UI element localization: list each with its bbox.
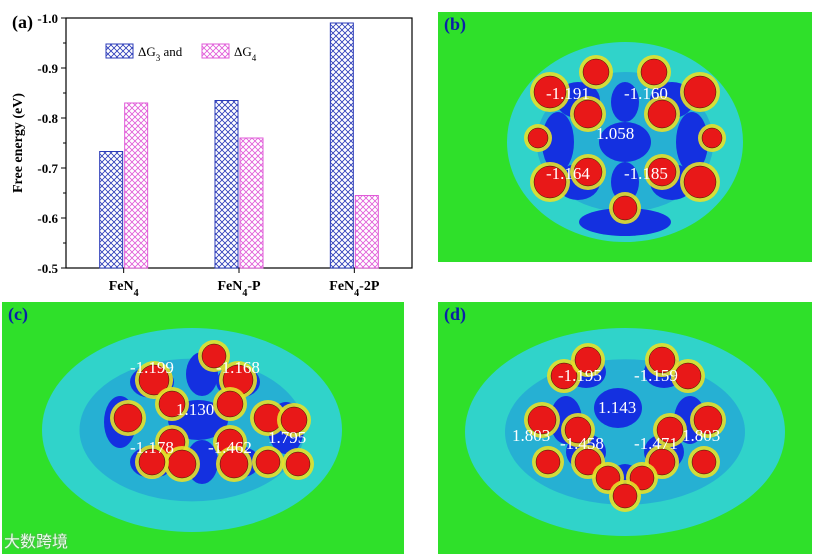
map-graphic xyxy=(42,328,342,532)
accumulation-lobe xyxy=(527,405,557,435)
charge-label: -1.191 xyxy=(546,84,590,103)
depletion-lobe xyxy=(611,82,639,122)
accumulation-lobe xyxy=(647,99,677,129)
y-tick-label: -0.5 xyxy=(37,261,58,276)
charge-label: 1.058 xyxy=(596,124,635,143)
map-graphic xyxy=(507,42,743,242)
charge-density-map-c: (c) -1.199 -1.168 1.130 -1.178 -1.462 1.795 xyxy=(2,302,404,554)
charge-label: -1.178 xyxy=(130,438,174,457)
accumulation-lobe xyxy=(573,99,603,129)
accumulation-lobe xyxy=(701,127,723,149)
accumulation-lobe xyxy=(691,449,717,475)
panel-b-label: (b) xyxy=(444,14,466,34)
bar-dg4 xyxy=(124,102,149,269)
charge-label: -1.185 xyxy=(624,164,668,183)
charge-label: 1.143 xyxy=(598,398,637,417)
panel-a-label: (a) xyxy=(12,12,33,32)
charge-label: -1.195 xyxy=(558,366,602,385)
map-graphic xyxy=(465,328,785,536)
accumulation-lobe xyxy=(216,390,244,418)
accumulation-lobe xyxy=(535,449,561,475)
accumulation-lobe xyxy=(647,157,677,187)
accumulation-lobe xyxy=(533,75,567,109)
bar-dg3 xyxy=(329,22,354,269)
accumulation-lobe xyxy=(527,127,549,149)
accumulation-lobe xyxy=(693,405,723,435)
accumulation-lobe xyxy=(573,157,603,187)
charge-label: -1.168 xyxy=(216,358,260,377)
charge-density-map-d: (d) -1.195 -1.159 1.143 1.803 -1.458 -1.471 1.8… xyxy=(438,302,812,554)
legend-swatch xyxy=(105,43,134,59)
depletion-lobe xyxy=(542,112,574,172)
accumulation-lobe xyxy=(683,75,717,109)
x-tick-label: FeN4 xyxy=(109,279,139,299)
accumulation-lobe xyxy=(201,343,227,369)
charge-label: -1.160 xyxy=(624,84,668,103)
accumulation-lobe xyxy=(158,390,186,418)
depletion-lobe xyxy=(611,162,639,202)
legend-label: ΔG4 xyxy=(234,44,257,63)
legend-swatch xyxy=(201,43,230,59)
accumulation-lobe xyxy=(656,416,684,444)
bar-dg3 xyxy=(99,151,124,269)
depletion-lobe xyxy=(599,122,651,162)
accumulation-lobe xyxy=(574,346,602,374)
charge-label: -1.462 xyxy=(208,438,252,457)
charge-label: -1.471 xyxy=(634,434,678,453)
bar-dg4 xyxy=(354,195,379,269)
charge-label: -1.159 xyxy=(634,366,678,385)
accumulation-lobe xyxy=(533,165,567,199)
accumulation-lobe xyxy=(219,449,249,479)
accumulation-lobe xyxy=(255,449,281,475)
charge-label: -1.458 xyxy=(560,434,604,453)
y-tick-label: -1.0 xyxy=(37,11,58,26)
accumulation-lobe xyxy=(582,58,610,86)
charge-label: 1.803 xyxy=(512,426,551,445)
y-axis-label: Free energy (eV) xyxy=(11,93,26,193)
charge-label: -1.199 xyxy=(130,358,174,377)
bar-chart: -1.0 -0.9 -0.8 -0.7 -0.6 -0.5 Free energy (eV)… xyxy=(11,11,413,299)
depletion-lobe xyxy=(594,388,642,428)
panel-d-label: (d) xyxy=(444,304,466,324)
bar-dg4 xyxy=(239,137,264,269)
x-tick-label: FeN4-2P xyxy=(329,279,380,299)
accumulation-lobe xyxy=(138,448,166,476)
accumulation-lobe xyxy=(550,362,578,390)
accumulation-lobe xyxy=(648,346,676,374)
accumulation-lobe xyxy=(683,165,717,199)
accumulation-lobe xyxy=(595,465,621,491)
depletion-lobe xyxy=(676,112,708,172)
y-tick-label: -0.8 xyxy=(37,111,58,126)
accumulation-lobe xyxy=(285,451,311,477)
accumulation-lobe xyxy=(574,448,602,476)
charge-density-map-b: (b) -1.191 -1.160 1.058 -1.164 -1.185 xyxy=(438,12,812,262)
watermark: 大数跨境 xyxy=(4,532,69,551)
y-tick-label: -0.7 xyxy=(37,161,58,176)
accumulation-lobe xyxy=(113,403,143,433)
accumulation-lobe xyxy=(648,448,676,476)
y-tick-label: -0.9 xyxy=(37,61,58,76)
charge-label: 1.130 xyxy=(176,400,215,419)
accumulation-lobe xyxy=(564,416,592,444)
panel-c-label: (c) xyxy=(8,304,28,324)
legend-label: ΔG3 and xyxy=(138,44,183,63)
charge-label: 1.803 xyxy=(682,426,721,445)
x-tick-label: FeN4-P xyxy=(217,279,261,299)
bar-dg3 xyxy=(214,100,239,269)
inner-region xyxy=(505,359,745,505)
accumulation-lobe xyxy=(612,483,638,509)
charge-label: 1.795 xyxy=(268,428,307,447)
accumulation-lobe xyxy=(629,465,655,491)
accumulation-lobe xyxy=(612,195,638,221)
accumulation-lobe xyxy=(640,58,668,86)
accumulation-lobe xyxy=(280,406,308,434)
y-tick-label: -0.6 xyxy=(37,211,58,226)
accumulation-lobe xyxy=(138,364,170,396)
accumulation-lobe xyxy=(674,362,702,390)
charge-label: -1.164 xyxy=(546,164,590,183)
